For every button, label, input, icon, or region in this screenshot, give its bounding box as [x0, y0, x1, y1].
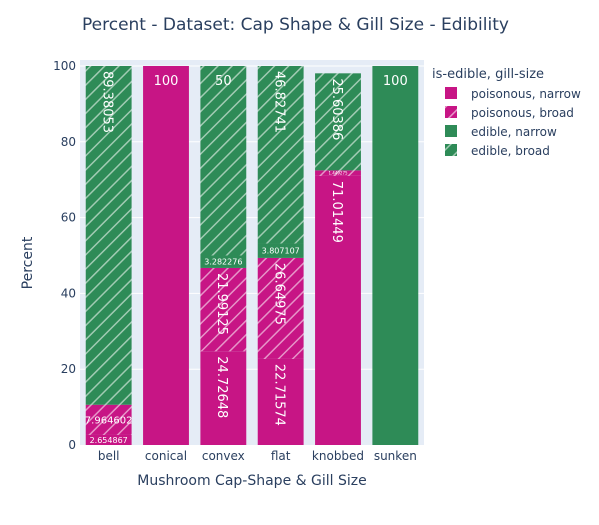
bar-value-label: 89.38053 [99, 71, 114, 133]
y-tick-label: 40 [61, 286, 76, 300]
bar-value-label: 71.01449 [329, 181, 344, 243]
bar-segment [257, 65, 304, 244]
bar-segment [85, 66, 132, 405]
x-tick-label: knobbed [312, 449, 364, 463]
bar-value-label: 22.71574 [271, 364, 286, 426]
bar-segment [200, 255, 247, 268]
bar-value-label: 2.654867 [90, 436, 128, 445]
x-tick-label: sunken [374, 449, 417, 463]
legend-swatch [445, 87, 457, 99]
x-tick-label: convex [202, 449, 245, 463]
bar-segment [200, 351, 247, 445]
legend-swatch [445, 125, 457, 137]
bar-segment [315, 73, 361, 171]
bar-segment [257, 358, 304, 445]
x-tick-label: bell [98, 449, 120, 463]
legend-item-label: poisonous, narrow [471, 87, 581, 101]
legend-swatch [445, 144, 457, 156]
bar-segment [85, 434, 132, 445]
x-tick-label: conical [145, 449, 187, 463]
x-tick-label: flat [271, 449, 291, 463]
bar-value-label: 26.64975 [271, 263, 286, 325]
bar-value-label: 1.449275 [328, 171, 348, 176]
bar-labels: 2.654867 7.964602 89.38053 100 24.72648 21.99… [85, 71, 408, 445]
chart-title: Percent - Dataset: Cap Shape & Gill Size… [82, 15, 509, 35]
bar-value-label: 24.72648 [214, 356, 229, 418]
bar-value-label: 46.82741 [271, 71, 286, 133]
bar-segment [200, 267, 247, 352]
bar-value-label: 3.807107 [262, 246, 300, 255]
bar-value-label: 100 [383, 74, 408, 89]
legend-swatch [445, 106, 457, 118]
bar-segment [315, 175, 361, 445]
bar-value-label: 50 [215, 74, 232, 89]
bar-segment [143, 66, 189, 445]
bars [85, 65, 419, 445]
bar-segment [200, 65, 247, 256]
y-tick-label: 0 [68, 438, 76, 452]
legend-title: is-edible, gill-size [432, 67, 544, 82]
y-tick-label: 20 [61, 362, 76, 376]
y-axis-label: Percent [20, 236, 36, 289]
y-axis-ticks: 0 20 40 60 80 100 [53, 59, 76, 452]
y-tick-label: 100 [53, 59, 76, 73]
y-tick-label: 80 [61, 135, 76, 149]
bar-segment [257, 243, 304, 258]
legend: is-edible, gill-size poisonous, narrow po… [432, 67, 581, 158]
bar-value-label: 7.964602 [85, 415, 133, 426]
bar-segment [85, 404, 132, 435]
bar-value-label: 25.60386 [329, 78, 344, 140]
plot-background [80, 60, 424, 445]
bar-value-label: 100 [154, 74, 179, 89]
x-axis-label: Mushroom Cap-Shape & Gill Size [137, 473, 366, 489]
bar-value-label: 21.99125 [214, 273, 229, 335]
x-axis-ticks: bell conical convex flat knobbed sunken [98, 449, 417, 463]
gridlines [80, 65, 424, 370]
y-tick-label: 60 [61, 211, 76, 225]
bar-segment [257, 257, 304, 359]
legend-item-label: poisonous, broad [471, 106, 574, 120]
legend-item-label: edible, broad [471, 144, 550, 158]
bar-segment [315, 170, 361, 176]
bar-segment [372, 66, 419, 445]
legend-item-label: edible, narrow [471, 125, 557, 139]
bar-value-label: 3.282276 [204, 258, 242, 267]
